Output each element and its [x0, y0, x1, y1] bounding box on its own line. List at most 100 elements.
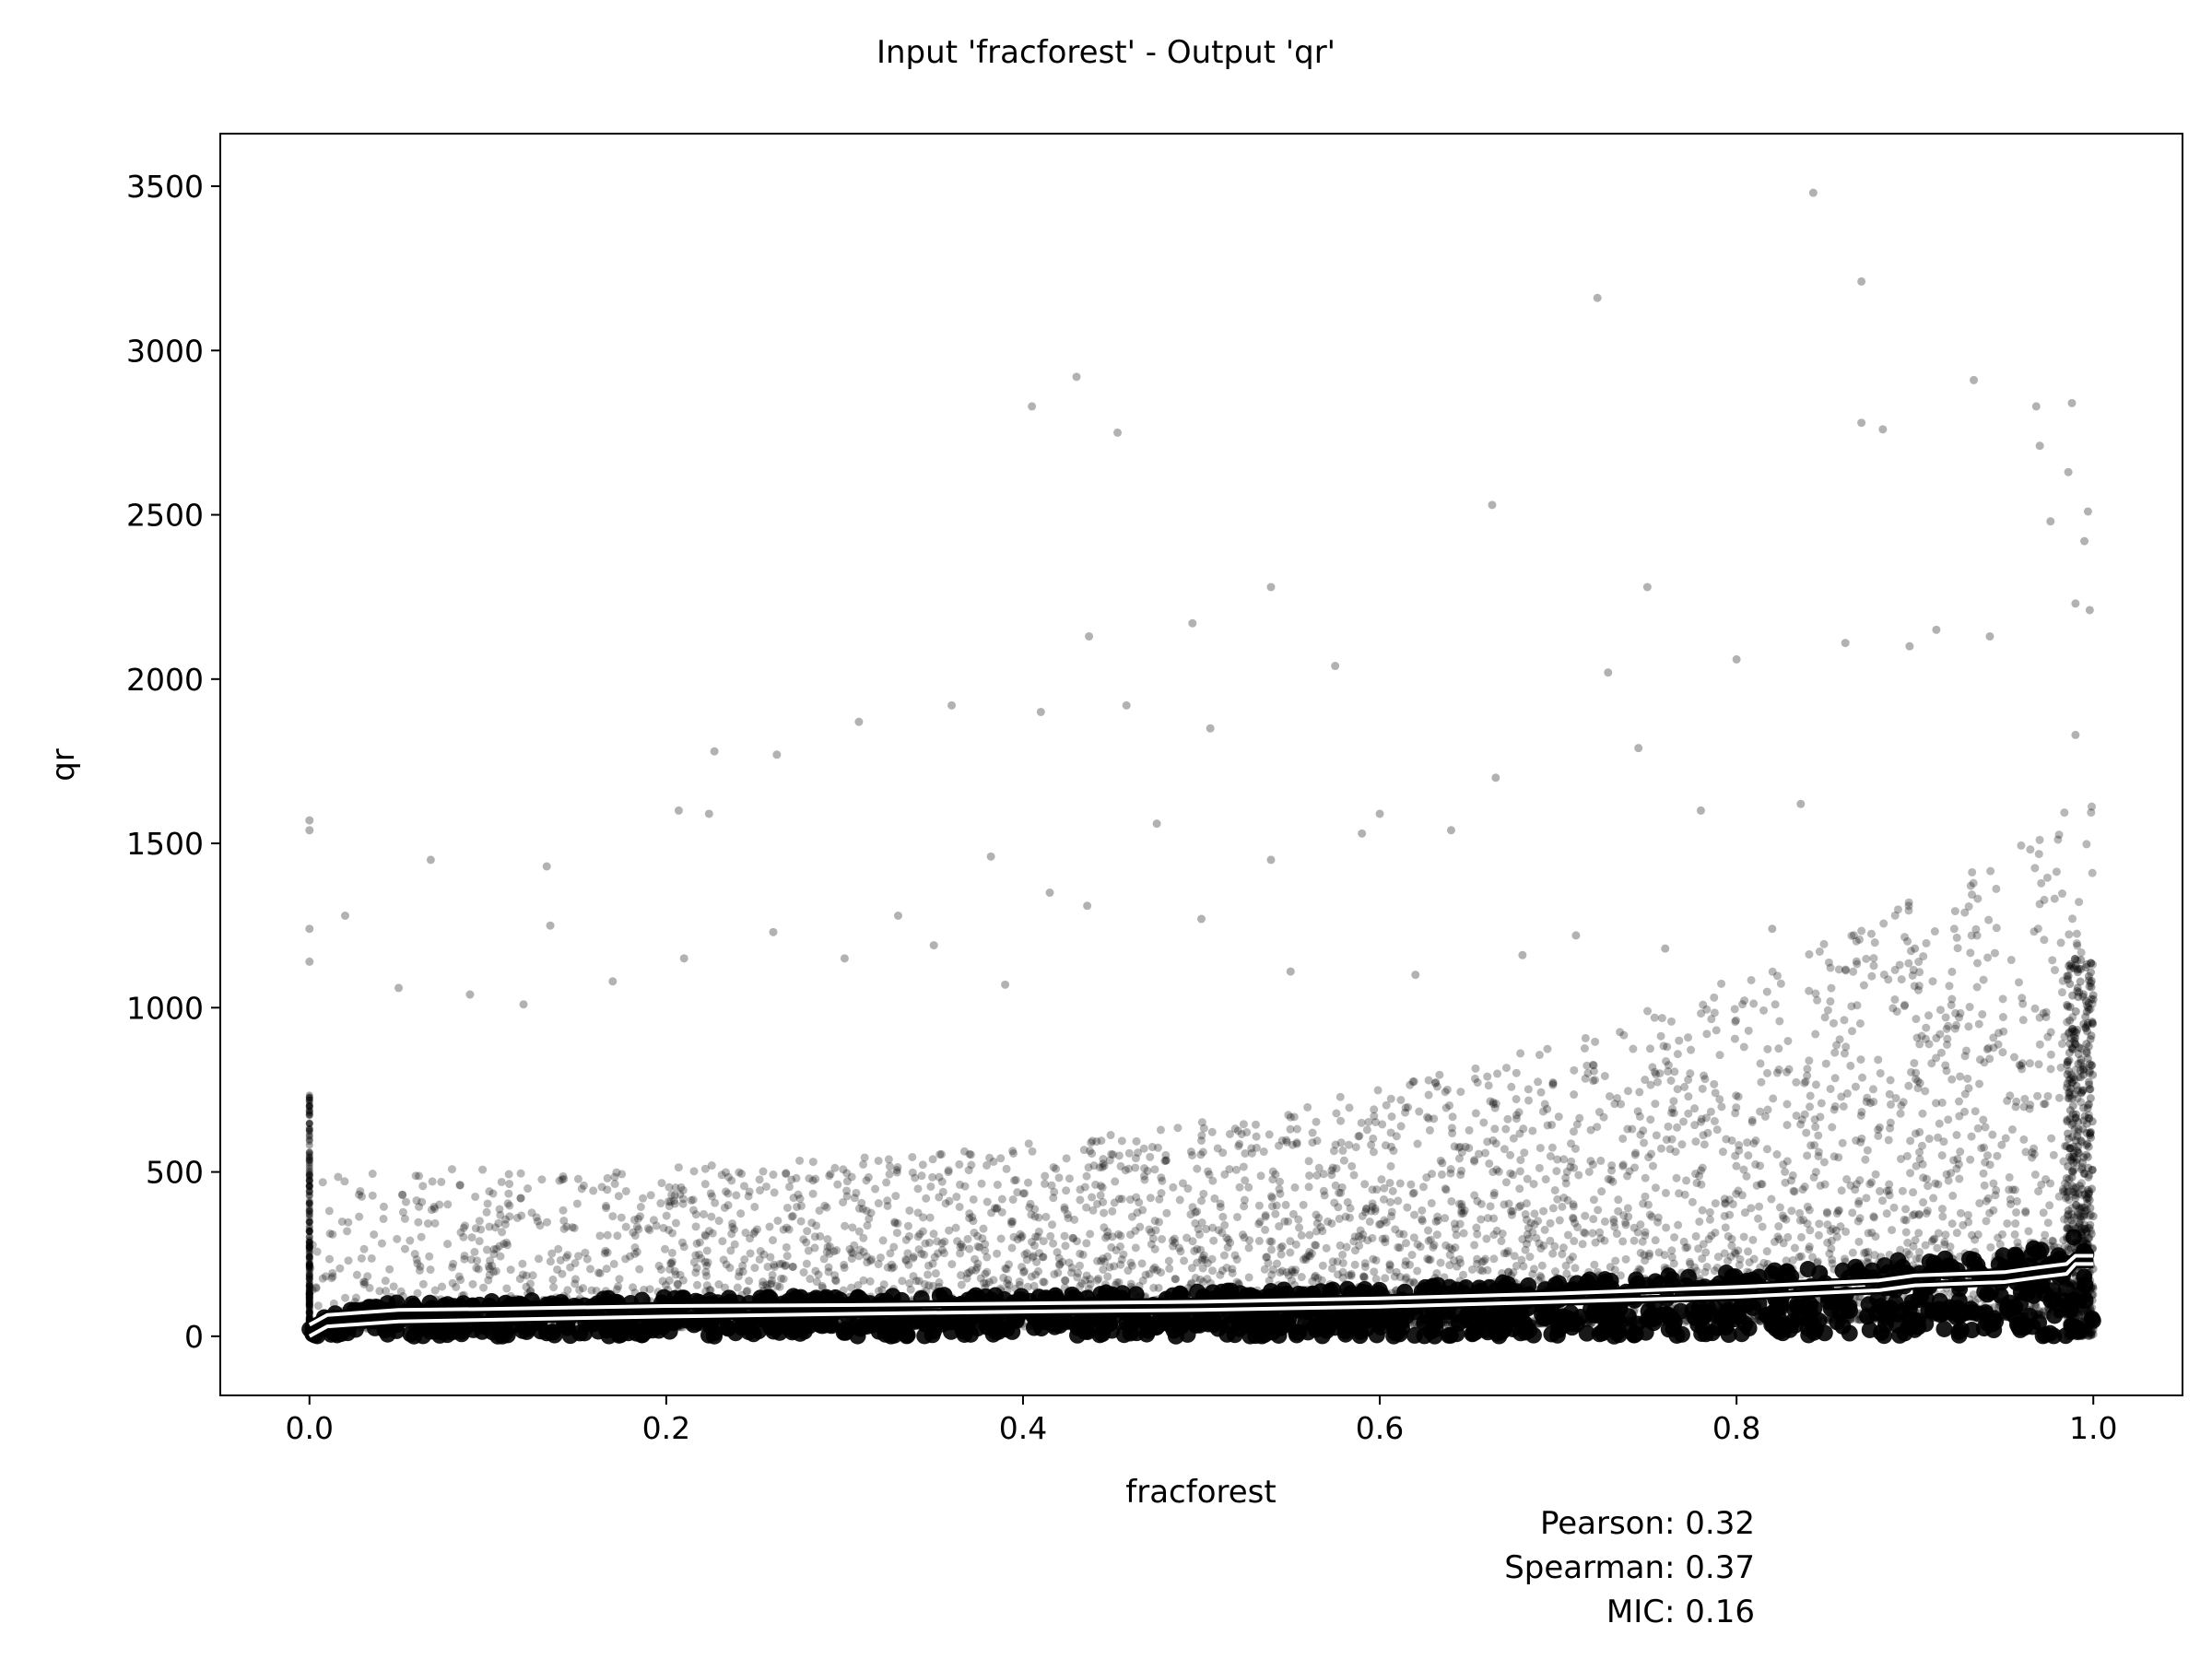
scatter-point — [2033, 1277, 2051, 1295]
scatter-point — [1406, 1180, 1416, 1189]
scatter-point — [1815, 1219, 1824, 1229]
scatter-point — [1826, 963, 1835, 972]
scatter-point — [1078, 1250, 1088, 1259]
scatter-point — [1890, 911, 1900, 920]
scatter-point — [1944, 1115, 1953, 1124]
scatter-point — [1476, 1312, 1485, 1322]
scatter-point — [830, 1163, 840, 1172]
scatter-point — [1609, 1215, 1618, 1224]
scatter-point — [1322, 1243, 1331, 1253]
scatter-point — [406, 1236, 415, 1245]
scatter-point — [2013, 1238, 2022, 1247]
scatter-point — [1876, 1327, 1893, 1345]
scatter-point — [928, 1172, 937, 1182]
scatter-point — [1244, 1273, 1253, 1282]
scatter-point — [504, 1170, 513, 1179]
scatter-point — [1973, 1230, 1983, 1240]
scatter-point — [602, 1204, 611, 1213]
scatter-point — [1886, 1076, 1895, 1085]
scatter-point — [1781, 1321, 1798, 1338]
scatter-point — [937, 1239, 947, 1248]
scatter-point — [1543, 1121, 1552, 1130]
scatter-point — [945, 1196, 954, 1206]
scatter-point — [1932, 1099, 1941, 1108]
scatter-point — [2043, 1091, 2053, 1100]
scatter-point — [2012, 1207, 2021, 1217]
scatter-point — [1082, 1203, 1091, 1212]
scatter-point — [2020, 1280, 2038, 1298]
scatter-point — [1386, 1161, 1395, 1171]
scatter-point — [614, 1192, 623, 1201]
scatter-point — [1088, 1193, 1097, 1202]
scatter-point — [1992, 884, 2001, 893]
scatter-point — [1146, 1194, 1155, 1203]
scatter-point — [1158, 1176, 1167, 1185]
scatter-point — [1277, 1312, 1295, 1330]
scatter-point — [707, 1212, 716, 1221]
scatter-point — [646, 1191, 655, 1200]
scatter-point — [1521, 1210, 1530, 1219]
scatter-point — [1634, 1265, 1643, 1274]
scatter-point — [1890, 994, 1900, 1004]
scatter-point — [1899, 1098, 1908, 1107]
scatter-point — [1697, 1180, 1706, 1189]
scatter-point — [1305, 1230, 1314, 1240]
scatter-point — [1365, 1217, 1374, 1226]
scatter-point — [1854, 1237, 1864, 1246]
scatter-point — [1448, 1325, 1465, 1343]
scatter-point — [1619, 1030, 1629, 1040]
scatter-point — [1479, 1118, 1488, 1127]
scatter-point — [2056, 938, 2065, 947]
scatter-point — [443, 1240, 453, 1249]
scatter-point — [1849, 967, 1858, 976]
scatter-point — [2033, 1091, 2042, 1100]
scatter-point — [662, 1211, 671, 1220]
scatter-point — [2046, 1179, 2055, 1188]
scatter-point — [1559, 1194, 1569, 1203]
scatter-point — [1732, 1103, 1741, 1112]
scatter-point — [1484, 1081, 1493, 1090]
scatter-point — [1973, 1124, 1983, 1133]
scatter-point — [1782, 1215, 1791, 1224]
scatter-point — [1537, 1261, 1547, 1270]
scatter-point — [814, 1270, 823, 1279]
scatter-point — [655, 1288, 673, 1306]
scatter-point — [1822, 1207, 1831, 1217]
scatter-point — [456, 1276, 465, 1285]
scatter-point — [2009, 1053, 2018, 1062]
scatter-point — [1777, 1265, 1786, 1274]
scatter-point — [782, 1252, 792, 1261]
scatter-point — [1906, 1136, 1915, 1146]
scatter-point — [1581, 1211, 1590, 1220]
scatter-point — [1751, 1136, 1760, 1146]
scatter-point — [1941, 1230, 1950, 1240]
scatter-point — [1928, 977, 1937, 986]
scatter-point — [2021, 1206, 2030, 1216]
scatter-point — [899, 1326, 916, 1344]
scatter-point — [1783, 1121, 1792, 1130]
scatter-point — [1207, 1127, 1217, 1136]
scatter-point — [1915, 1127, 1924, 1136]
scatter-point — [2065, 930, 2074, 939]
scatter-point — [2053, 835, 2063, 844]
scatter-point — [379, 1202, 388, 1211]
scatter-point — [1193, 1164, 1202, 1173]
scatter-point — [603, 1230, 612, 1240]
scatter-point — [1878, 1196, 1888, 1206]
scatter-point — [1754, 1214, 1763, 1223]
scatter-point — [1998, 1230, 2007, 1239]
scatter-point — [1139, 1322, 1157, 1339]
scatter-point — [1901, 1228, 1911, 1237]
scatter-point — [2040, 935, 2049, 945]
scatter-point — [1955, 1174, 1964, 1183]
scatter-point — [1919, 1198, 1928, 1207]
scatter-point — [1559, 1243, 1568, 1253]
scatter-point — [1204, 1167, 1213, 1176]
scatter-point — [1603, 1280, 1612, 1289]
scatter-point — [1191, 1316, 1208, 1334]
scatter-point — [2076, 1268, 2093, 1286]
scatter-point — [1902, 1151, 1912, 1160]
scatter-point — [1441, 1241, 1451, 1250]
scatter-point — [497, 1177, 506, 1186]
scatter-point — [1489, 1214, 1499, 1223]
